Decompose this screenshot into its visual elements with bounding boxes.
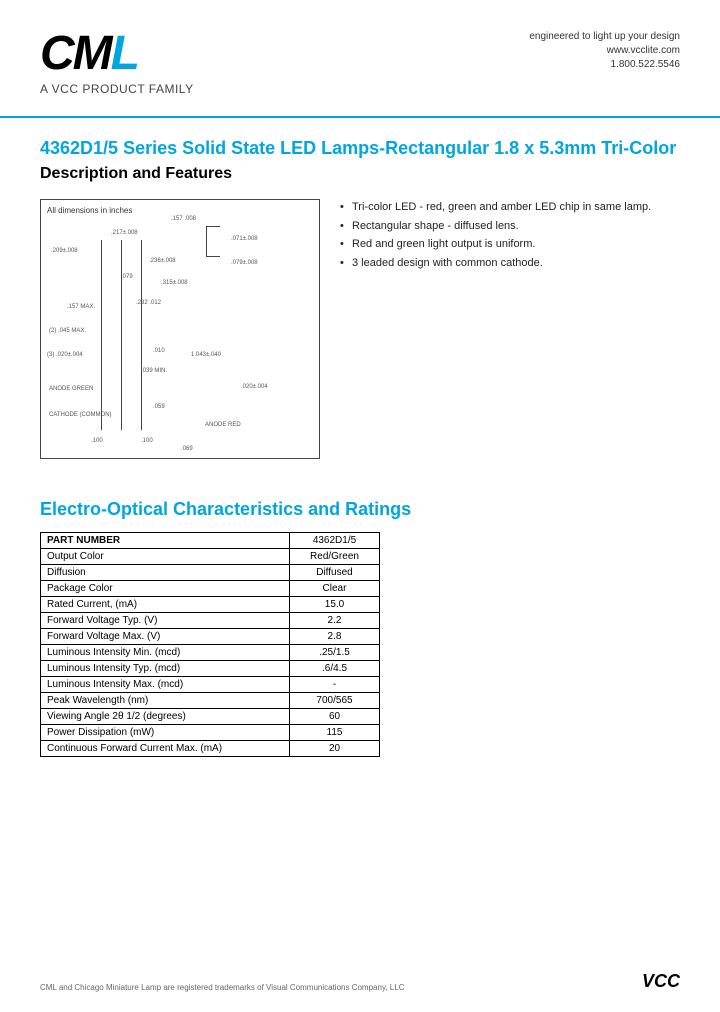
dim-label: .069	[181, 446, 193, 452]
spec-label: Output Color	[41, 549, 290, 565]
pkg-line	[206, 256, 220, 257]
dim-label: (2) .045 MAX.	[49, 328, 86, 334]
dim-label: .039 MIN.	[141, 368, 167, 374]
dim-label: .020±.004	[241, 384, 268, 390]
spec-value: 2.2	[290, 613, 380, 629]
spec-value: Clear	[290, 581, 380, 597]
dim-label: .079±.008	[231, 260, 258, 266]
spec-label: Package Color	[41, 581, 290, 597]
footer-text: CML and Chicago Miniature Lamp are regis…	[40, 983, 404, 992]
feature-item: Tri-color LED - red, green and amber LED…	[340, 199, 680, 216]
spec-value: 700/565	[290, 693, 380, 709]
dim-label: (3) .020±.004	[47, 352, 83, 358]
spec-label: Luminous Intensity Max. (mcd)	[41, 677, 290, 693]
dim-label: .315±.008	[161, 280, 188, 286]
dimension-diagram: All dimensions in inches .157 .008 .217±…	[40, 199, 320, 459]
header-phone: 1.800.522.5546	[529, 58, 680, 72]
dim-label: .100	[141, 438, 153, 444]
logo-block: CML A VCC PRODUCT FAMILY	[40, 30, 194, 96]
dim-label: .157 .008	[171, 216, 196, 222]
spec-label: Forward Voltage Max. (V)	[41, 629, 290, 645]
cml-logo: CML	[40, 30, 194, 78]
section-electro-title: Electro-Optical Characteristics and Rati…	[40, 499, 680, 520]
table-row: DiffusionDiffused	[41, 565, 380, 581]
feature-item: Red and green light output is uniform.	[340, 236, 680, 253]
logo-m: M	[73, 27, 111, 80]
vcc-logo: VCC	[642, 971, 680, 992]
spec-value: Red/Green	[290, 549, 380, 565]
dim-label: .157 MAX.	[67, 304, 95, 310]
spec-label: Peak Wavelength (nm)	[41, 693, 290, 709]
table-row: PART NUMBER4362D1/5	[41, 533, 380, 549]
dim-label: .232 .012	[136, 300, 161, 306]
header-url: www.vcclite.com	[529, 44, 680, 58]
spec-label: Luminous Intensity Min. (mcd)	[41, 645, 290, 661]
spec-value: .6/4.5	[290, 661, 380, 677]
spec-value: -	[290, 677, 380, 693]
spec-value: 60	[290, 709, 380, 725]
dim-label: ANODE GREEN	[49, 386, 93, 392]
spec-value: 15.0	[290, 597, 380, 613]
dim-label: 1.043±.040	[191, 352, 221, 358]
lead-line	[121, 240, 122, 430]
logo-l: L	[111, 27, 138, 80]
pkg-line	[206, 226, 220, 227]
spec-label: Forward Voltage Typ. (V)	[41, 613, 290, 629]
logo-subtitle: A VCC PRODUCT FAMILY	[40, 82, 194, 96]
dim-label: .071±.008	[231, 236, 258, 242]
description-section: All dimensions in inches .157 .008 .217±…	[40, 199, 680, 459]
table-row: Package ColorClear	[41, 581, 380, 597]
dim-label: .236±.008	[149, 258, 176, 264]
table-row: Luminous Intensity Typ. (mcd).6/4.5	[41, 661, 380, 677]
pkg-line	[206, 226, 207, 256]
table-row: Forward Voltage Max. (V)2.8	[41, 629, 380, 645]
feature-item: 3 leaded design with common cathode.	[340, 255, 680, 272]
dim-label: .079	[121, 274, 133, 280]
dim-label: .217±.008	[111, 230, 138, 236]
spec-value: 20	[290, 741, 380, 757]
spec-label: Rated Current, (mA)	[41, 597, 290, 613]
spec-value: 115	[290, 725, 380, 741]
table-row: Rated Current, (mA)15.0	[41, 597, 380, 613]
spec-label: Diffusion	[41, 565, 290, 581]
table-row: Luminous Intensity Max. (mcd)-	[41, 677, 380, 693]
header: CML A VCC PRODUCT FAMILY engineered to l…	[40, 30, 680, 96]
features-list: Tri-color LED - red, green and amber LED…	[340, 199, 680, 459]
dim-label: .059	[153, 404, 165, 410]
header-right: engineered to light up your design www.v…	[529, 30, 680, 72]
spec-label: Viewing Angle 2θ 1/2 (degrees)	[41, 709, 290, 725]
table-row: Peak Wavelength (nm)700/565	[41, 693, 380, 709]
spec-table: PART NUMBER4362D1/5Output ColorRed/Green…	[40, 532, 380, 757]
spec-label: Luminous Intensity Typ. (mcd)	[41, 661, 290, 677]
dim-label: .209±.008	[51, 248, 78, 254]
tagline: engineered to light up your design	[529, 30, 680, 44]
spec-value: .25/1.5	[290, 645, 380, 661]
dim-label: .100	[91, 438, 103, 444]
diagram-caption: All dimensions in inches	[47, 206, 313, 215]
table-row: Viewing Angle 2θ 1/2 (degrees)60	[41, 709, 380, 725]
dim-label: ANODE RED	[205, 422, 241, 428]
table-row: Output ColorRed/Green	[41, 549, 380, 565]
top-rule	[0, 116, 720, 118]
feature-item: Rectangular shape - diffused lens.	[340, 218, 680, 235]
footer: CML and Chicago Miniature Lamp are regis…	[40, 971, 680, 992]
spec-value: 4362D1/5	[290, 533, 380, 549]
spec-label: Power Dissipation (mW)	[41, 725, 290, 741]
lead-line	[141, 240, 142, 430]
lead-line	[101, 240, 102, 430]
table-row: Continuous Forward Current Max. (mA)20	[41, 741, 380, 757]
page-title: 4362D1/5 Series Solid State LED Lamps-Re…	[40, 138, 680, 159]
dim-label: CATHODE (COMMON)	[49, 412, 112, 418]
table-row: Power Dissipation (mW)115	[41, 725, 380, 741]
spec-label: PART NUMBER	[41, 533, 290, 549]
table-row: Luminous Intensity Min. (mcd).25/1.5	[41, 645, 380, 661]
dim-label: .010	[153, 348, 165, 354]
logo-c: C	[40, 27, 73, 80]
table-row: Forward Voltage Typ. (V)2.2	[41, 613, 380, 629]
spec-label: Continuous Forward Current Max. (mA)	[41, 741, 290, 757]
spec-value: 2.8	[290, 629, 380, 645]
spec-value: Diffused	[290, 565, 380, 581]
section-description-title: Description and Features	[40, 165, 680, 183]
